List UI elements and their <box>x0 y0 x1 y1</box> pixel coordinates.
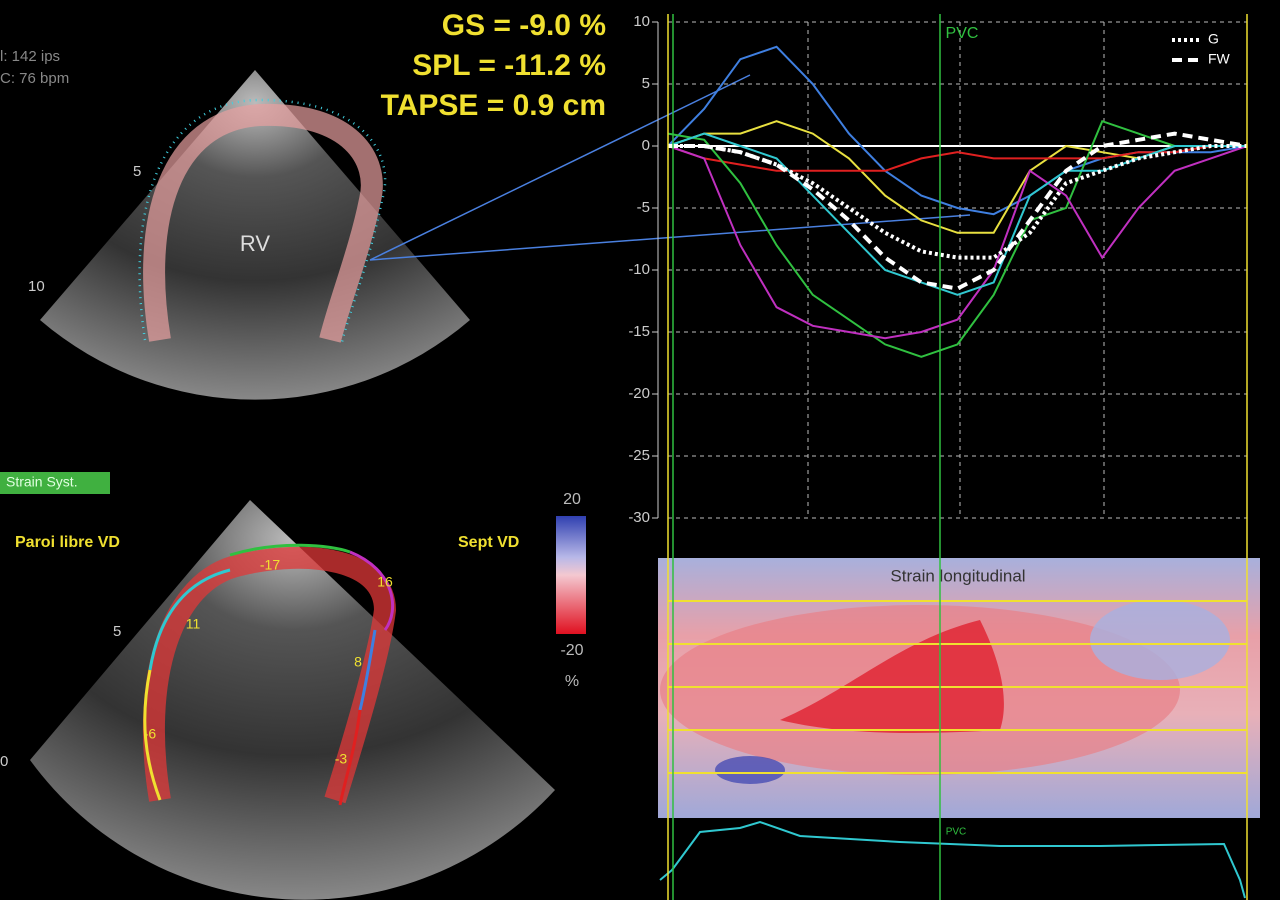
segment-outline <box>229 543 351 557</box>
measurement: GS = -9.0 % <box>442 9 606 42</box>
colorbar <box>556 516 586 634</box>
rv-label: RV <box>240 231 270 256</box>
ultrasound-sector <box>30 500 555 900</box>
series-line <box>667 145 1248 340</box>
y-tick-label: -15 <box>628 323 650 340</box>
heatmap-title: Strain longitudinal <box>890 566 1025 585</box>
chart-annotation: PVC <box>946 25 979 42</box>
y-tick-label: 5 <box>642 75 650 92</box>
y-tick-label: -30 <box>628 509 650 526</box>
segment-outline <box>358 629 377 711</box>
rv-wall-band <box>143 103 383 343</box>
series-line <box>667 45 1248 216</box>
y-tick-label: -25 <box>628 447 650 464</box>
segment-value: -6 <box>144 726 157 742</box>
depth-mark: 5 <box>113 623 121 640</box>
pointer-arrow <box>369 74 751 261</box>
segment-outline <box>338 709 362 806</box>
series-line <box>668 131 1248 291</box>
depth-mark: 5 <box>133 163 141 180</box>
mode-label: Strain Syst. <box>6 474 78 490</box>
strain-chart: -30 -25 -20 -15 -10 -5 0 5 10 PVC G FW <box>628 13 1248 526</box>
segment-outline <box>148 568 231 671</box>
segment-value: -17 <box>260 557 280 573</box>
pvc-marker: PVC <box>946 827 967 838</box>
series-line <box>667 119 1247 358</box>
heatmap-region <box>1090 600 1230 680</box>
legend-label: G <box>1208 31 1219 47</box>
depth-mark: 0 <box>0 753 8 770</box>
y-tick-label: -10 <box>628 261 650 278</box>
heatmap-region <box>780 620 1004 733</box>
segment-outline <box>349 550 394 631</box>
series-line <box>667 132 1247 296</box>
frame-rate: l: 142 ips <box>0 48 60 65</box>
segment-outline <box>143 669 162 801</box>
segment-value: 16 <box>377 574 393 590</box>
y-tick-label: -20 <box>628 385 650 402</box>
pointer-arrow <box>369 214 971 261</box>
measurement: SPL = -11.2 % <box>412 49 606 82</box>
y-tick-label: 10 <box>633 13 650 30</box>
segment-lines <box>668 600 1247 774</box>
y-tick-label: -5 <box>637 199 650 216</box>
ecg-trace <box>659 820 1246 899</box>
segment-value: -3 <box>335 751 348 767</box>
series-line <box>667 145 1247 172</box>
segment-value: 8 <box>354 654 362 670</box>
measurement: TAPSE = 0.9 cm <box>381 89 606 122</box>
rv-contour <box>138 98 387 343</box>
colorbar-unit: % <box>565 673 579 690</box>
y-tick-label: 0 <box>642 137 650 154</box>
mode-badge <box>0 472 110 494</box>
wall-label: Paroi libre VD <box>15 534 120 551</box>
heart-rate: C: 76 bpm <box>0 70 69 87</box>
colorbar-max: 20 <box>563 491 581 508</box>
series-line <box>668 144 1247 260</box>
strain-band <box>142 546 397 804</box>
heatmap-region <box>715 756 785 784</box>
segment-value: 11 <box>186 616 201 632</box>
legend-label: FW <box>1208 51 1231 67</box>
wall-label: Sept VD <box>458 534 519 551</box>
colorbar-min: -20 <box>560 642 583 659</box>
depth-mark: 10 <box>28 278 45 295</box>
